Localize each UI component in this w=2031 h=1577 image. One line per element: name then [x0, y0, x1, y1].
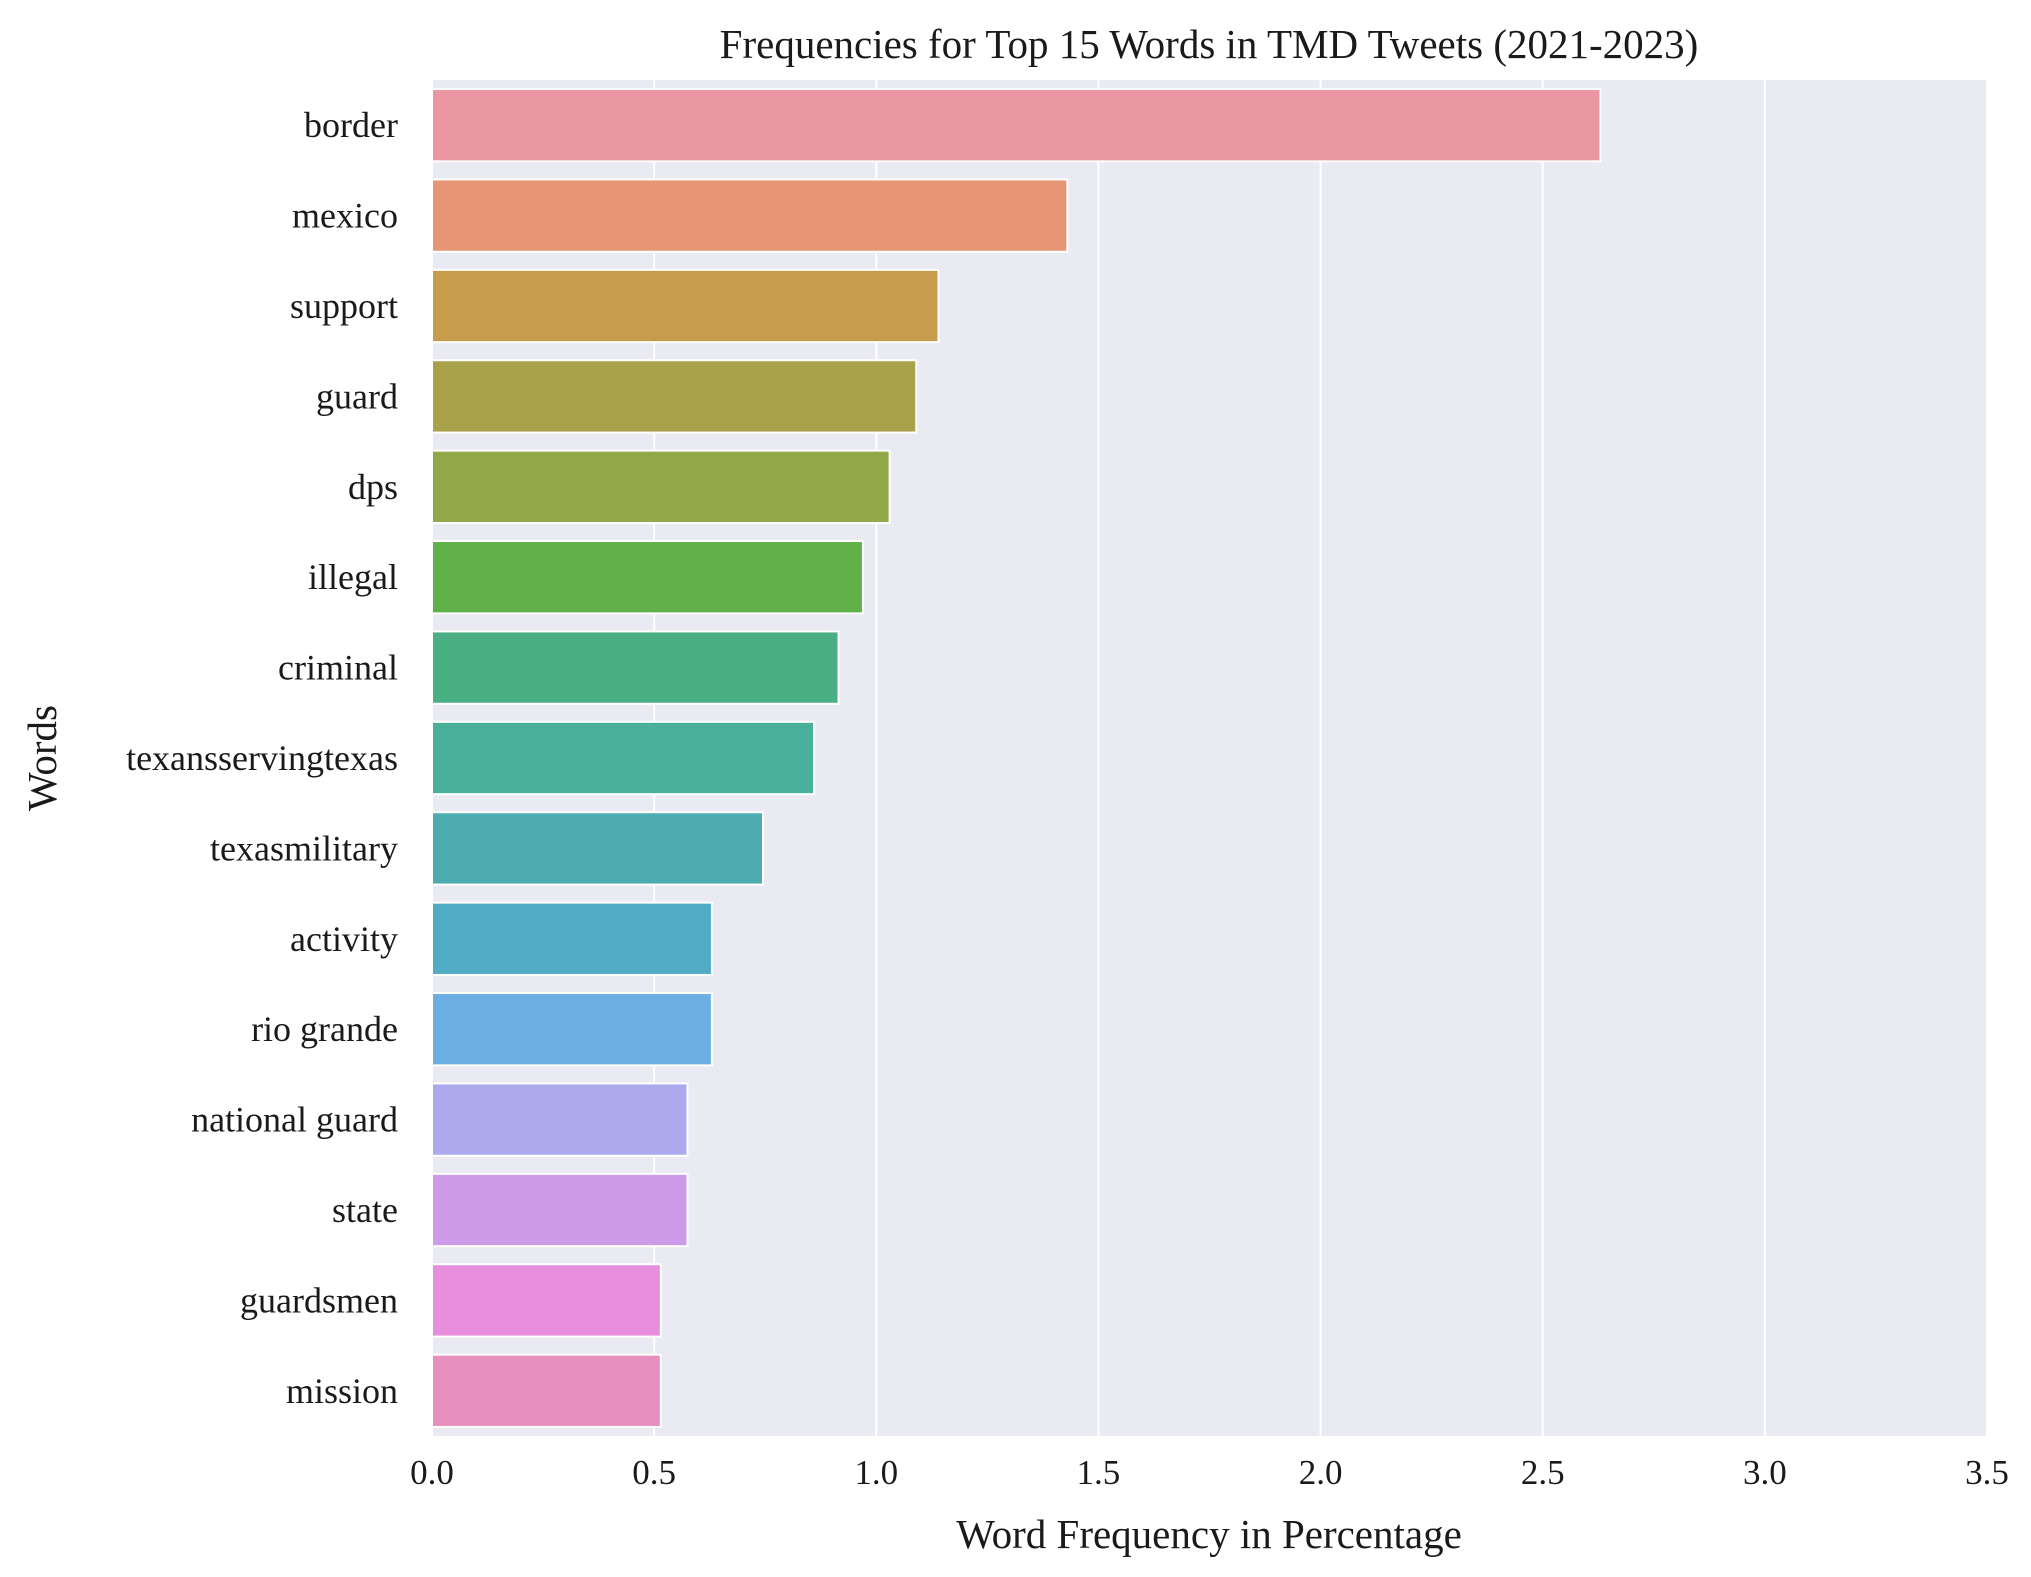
bar-mission — [431, 1353, 662, 1428]
x-tick-label: 1.5 — [1077, 1453, 1121, 1492]
bar-activity — [431, 901, 713, 976]
category-label: state — [332, 1190, 398, 1230]
bar-state — [431, 1172, 689, 1248]
category-label: guardsmen — [240, 1280, 398, 1320]
bar-texasmilitary — [431, 811, 764, 886]
bar-national-guard — [431, 1082, 689, 1157]
x-tick-label: 2.0 — [1299, 1453, 1343, 1492]
category-label: guard — [316, 376, 398, 416]
category-label: dps — [348, 467, 398, 507]
category-label: illegal — [308, 557, 398, 597]
category-label: activity — [290, 919, 398, 959]
category-label: criminal — [278, 648, 398, 688]
chart-title: Frequencies for Top 15 Words in TMD Twee… — [720, 21, 1699, 67]
bar-rio-grande — [431, 992, 713, 1067]
bar-criminal — [431, 630, 840, 705]
x-tick-label: 2.5 — [1521, 1453, 1565, 1492]
bar-dps — [431, 449, 891, 524]
bars — [431, 88, 1602, 1428]
category-label: national guard — [191, 1100, 398, 1140]
bar-mexico — [431, 178, 1069, 253]
bar-guardsmen — [431, 1263, 662, 1338]
x-tick-labels: 0.0 0.5 1.0 1.5 2.0 2.5 3.0 3.5 — [410, 1453, 2009, 1492]
x-tick-label: 1.0 — [854, 1453, 898, 1492]
bar-border — [431, 88, 1602, 163]
category-label: mexico — [292, 196, 398, 236]
x-tick-label: 0.5 — [632, 1453, 676, 1492]
bar-illegal — [431, 540, 864, 615]
x-axis-label: Word Frequency in Percentage — [956, 1511, 1462, 1557]
category-label: rio grande — [251, 1009, 398, 1049]
category-label: texasmilitary — [210, 828, 398, 868]
category-label: support — [290, 286, 398, 326]
y-axis-label: Words — [19, 705, 65, 811]
category-label: border — [304, 105, 398, 145]
x-tick-label: 0.0 — [410, 1453, 454, 1492]
x-tick-label: 3.5 — [1965, 1453, 2009, 1492]
bar-guard — [431, 359, 918, 434]
category-labels: border mexico support guard dps illegal crimin… — [126, 105, 398, 1411]
category-label: texansservingtexas — [126, 738, 398, 778]
x-tick-label: 3.0 — [1743, 1453, 1787, 1492]
category-label: mission — [286, 1371, 398, 1411]
bar-support — [431, 268, 940, 344]
bar-texansservingtexas — [431, 720, 816, 796]
